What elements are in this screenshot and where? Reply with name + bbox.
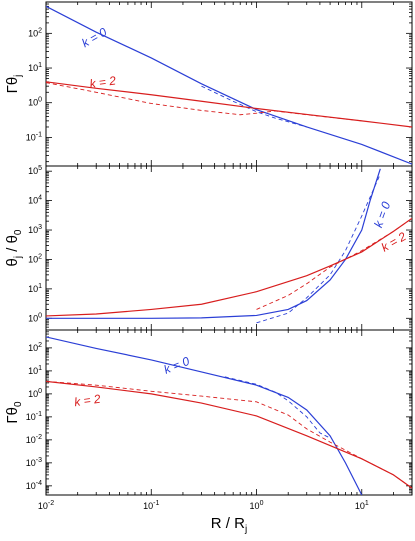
panel-top: 10-1 100 101 102 Γθj k = 0 k = 2 (4, 1, 413, 167)
series-k0-dashed-bottom (224, 376, 331, 439)
series-k0-solid-bottom (46, 336, 363, 495)
plot-frame-bottom (45, 329, 413, 496)
y-tick-label: 102 (28, 27, 42, 38)
y-tick-label: 101 (28, 365, 42, 376)
y-tick-label: 101 (28, 283, 42, 294)
series-k2-dashed-bottom (46, 380, 412, 489)
plot-frame-middle (45, 165, 413, 331)
y-tick-label: 100 (28, 388, 42, 399)
y-tick-label: 104 (28, 195, 42, 206)
y-tick-label: 103 (28, 224, 42, 235)
y-tick-label: 102 (28, 342, 42, 353)
x-tick-label: 10-2 (38, 500, 54, 511)
y-tick-label: 10-4 (26, 480, 42, 491)
y-tick-label: 100 (28, 97, 42, 108)
y-tick-label: 101 (28, 62, 42, 73)
x-axis-label: R / Rj (211, 515, 247, 535)
y-tick-label: 10-1 (26, 131, 42, 142)
series-k0-solid-top (46, 5, 412, 165)
x-tick-label: 10-1 (143, 500, 159, 511)
y-tick-label: 10-3 (26, 457, 42, 468)
series-k2-solid-middle (46, 217, 412, 317)
series-k0-dashed-top (201, 85, 307, 128)
y-tick-label: 10-1 (26, 411, 42, 422)
series-k2-dashed-middle (256, 217, 412, 310)
y-tick-label: 105 (28, 165, 42, 176)
y-tick-label: 100 (28, 312, 42, 323)
y-axis-label-middle: θj / θ0 (4, 229, 24, 266)
annotation-k2-top: k = 2 (89, 73, 117, 91)
x-tick-label: 100 (250, 500, 264, 511)
y-axis-label-top: Γθj (4, 75, 24, 94)
annotation-k0-middle: k = 0 (371, 200, 393, 230)
series-k0-dashed-middle (256, 173, 381, 324)
y-tick-label: 10-2 (26, 434, 42, 445)
series-k2-solid-bottom (46, 380, 412, 489)
series-k0-solid-middle (46, 168, 381, 319)
series-k2-dashed-top (46, 82, 362, 122)
annotation-k0-bottom: k = 0 (162, 354, 192, 377)
panel-middle: 100 101 102 103 104 105 θj / θ0 k = 0k = 2 (4, 165, 413, 331)
annotation-k0-top: k = 0 (79, 25, 109, 50)
panel-bottom: 10-4 10-3 10-2 10-1 100 101 102 Γθ0 k = 0 k = 2 (4, 329, 413, 496)
x-tick-label: 101 (355, 500, 369, 511)
annotation-k2-middle: k = 2 (379, 229, 409, 254)
annotation-k2-bottom: k = 2 (73, 392, 101, 410)
y-tick-label: 102 (28, 253, 42, 264)
y-axis-label-bottom: Γθ0 (4, 401, 24, 424)
